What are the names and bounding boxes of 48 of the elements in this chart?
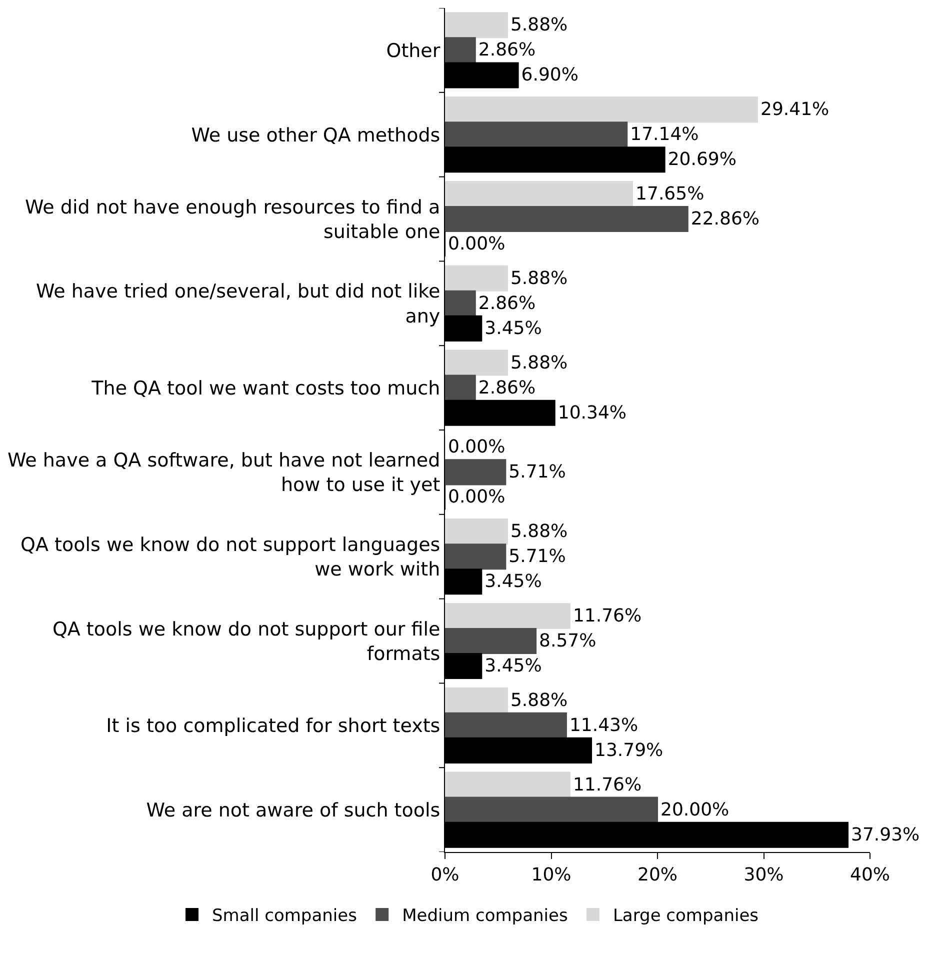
- y-tick-label: Other: [386, 40, 440, 62]
- y-tick-label: The QA tool we want costs too much: [90, 377, 440, 400]
- data-label: 20.69%: [668, 149, 736, 170]
- legend-label: Large companies: [612, 906, 759, 926]
- legend-label: Small companies: [212, 906, 358, 926]
- y-tick-label: We are not aware of such tools: [146, 799, 440, 822]
- x-tick-label: 30%: [744, 864, 784, 886]
- x-tick-label: 40%: [850, 864, 890, 886]
- data-label: 11.76%: [572, 605, 642, 626]
- data-label: 2.86%: [478, 40, 536, 61]
- data-label: 20.00%: [660, 799, 730, 820]
- data-label: 5.71%: [508, 546, 566, 568]
- data-label: 0.00%: [448, 486, 506, 508]
- y-tick-label: We use other QA methods: [191, 124, 440, 146]
- data-label: 5.71%: [508, 462, 566, 483]
- x-tick-label: 10%: [531, 864, 572, 886]
- data-label: 3.45%: [484, 571, 542, 592]
- data-label: 22.86%: [690, 208, 760, 230]
- data-label: 2.86%: [478, 292, 536, 314]
- data-label: 17.14%: [630, 124, 699, 146]
- y-tick-label: QA tools we know do not support our file formats: [52, 618, 440, 665]
- data-label: 11.43%: [569, 714, 638, 736]
- x-tick-label: 0%: [430, 864, 460, 886]
- y-tick-label: QA tools we know do not support languages we work with: [20, 534, 440, 581]
- y-tick-label: We did not have enough resources to find a suitable one: [25, 196, 440, 243]
- data-label: 0.00%: [448, 436, 506, 458]
- data-label: 10.34%: [558, 402, 626, 424]
- data-label: 29.41%: [760, 99, 830, 120]
- data-label: 11.76%: [572, 774, 642, 796]
- data-label: 0.00%: [448, 234, 506, 255]
- data-label: 5.88%: [510, 352, 568, 374]
- legend-label: Medium companies: [402, 906, 568, 926]
- data-label: 5.88%: [510, 14, 568, 36]
- x-tick-label: 20%: [637, 864, 678, 886]
- data-label: 5.88%: [510, 268, 568, 289]
- y-tick-label: It is too complicated for short texts: [106, 715, 440, 738]
- y-tick-label: We have a QA software, but have not learned how to use it yet: [7, 450, 440, 496]
- y-tick-label: We have tried one/several, but did not like any: [36, 280, 440, 328]
- data-label: 5.88%: [510, 690, 568, 711]
- data-label: 2.86%: [478, 377, 536, 398]
- data-label: 8.57%: [539, 630, 596, 652]
- data-label: 3.45%: [484, 656, 542, 677]
- data-label: 37.93%: [851, 824, 920, 846]
- data-label: 6.90%: [521, 64, 578, 86]
- data-label: 17.65%: [636, 183, 704, 204]
- data-label: 3.45%: [484, 318, 542, 339]
- data-label: 5.88%: [510, 521, 568, 542]
- data-label: 13.79%: [594, 740, 664, 761]
